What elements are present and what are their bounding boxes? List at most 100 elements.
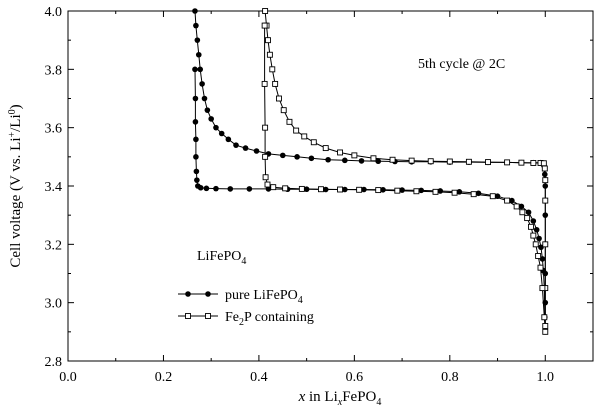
y-tick-label: 3.0	[45, 297, 63, 312]
data-point	[253, 148, 260, 154]
data-point	[519, 209, 526, 216]
data-point	[351, 152, 358, 159]
data-point	[194, 177, 200, 183]
y-tick-label: 3.4	[45, 180, 63, 195]
data-point	[532, 241, 539, 248]
data-point	[261, 80, 268, 87]
data-point	[265, 186, 272, 192]
legend-entry-fe2p: Fe2P containing	[178, 310, 314, 328]
data-point	[504, 159, 511, 166]
data-point	[530, 232, 537, 239]
data-point	[375, 187, 382, 194]
data-point	[201, 95, 208, 102]
data-point	[265, 37, 271, 44]
data-point	[308, 155, 315, 162]
data-point	[413, 188, 420, 195]
data-point	[269, 66, 276, 73]
data-point	[193, 136, 199, 143]
data-point	[199, 81, 205, 87]
legend-label-pure: pure LiFePO4	[225, 288, 303, 306]
data-point	[465, 158, 472, 165]
y-tick-label: 3.2	[45, 238, 63, 253]
data-point	[262, 124, 269, 131]
data-point	[408, 157, 415, 164]
data-point	[279, 152, 286, 159]
data-point	[446, 158, 453, 165]
data-point	[542, 177, 549, 184]
y-tick-label: 3.8	[45, 63, 63, 78]
data-point	[530, 160, 537, 166]
data-point	[203, 185, 210, 192]
data-point	[195, 51, 202, 58]
data-point	[213, 185, 219, 192]
data-point	[485, 159, 491, 166]
data-point	[193, 168, 200, 175]
data-point	[286, 118, 293, 125]
data-point	[540, 160, 547, 167]
data-point	[192, 95, 199, 102]
y-tick-label: 3.6	[45, 122, 63, 137]
data-point	[262, 153, 269, 160]
data-point	[192, 66, 198, 73]
data-point	[451, 189, 458, 196]
data-point	[542, 197, 549, 204]
data-point	[246, 186, 253, 192]
data-point	[262, 8, 269, 14]
legend-marker-open-square	[185, 313, 191, 319]
data-point	[524, 215, 531, 222]
data-point	[192, 8, 198, 14]
data-point	[318, 186, 324, 193]
x-tick-label: 0.0	[59, 370, 77, 385]
data-point	[541, 165, 548, 172]
data-point	[389, 156, 396, 163]
data-point	[541, 314, 548, 321]
data-point	[192, 119, 199, 125]
data-point	[242, 145, 249, 151]
data-point	[337, 149, 343, 156]
data-point	[280, 107, 287, 114]
data-point	[358, 158, 365, 164]
x-tick-label: 0.2	[155, 370, 173, 385]
data-point	[282, 185, 289, 192]
data-point	[218, 130, 225, 137]
data-point	[509, 197, 515, 204]
data-point	[513, 203, 520, 210]
series-line	[264, 10, 546, 332]
data-point	[225, 136, 232, 143]
data-point	[301, 133, 308, 140]
x-tick-label: 0.6	[346, 370, 364, 385]
legend: pure LiFePO4 Fe2P containing	[178, 288, 314, 328]
data-point	[266, 51, 273, 58]
x-tick-label: 0.4	[250, 370, 268, 385]
series-fe2p-containing	[261, 8, 549, 335]
data-point	[325, 156, 331, 163]
data-point	[356, 186, 363, 193]
legend-entry-pure: pure LiFePO4	[178, 288, 303, 306]
data-point	[310, 139, 317, 146]
data-point	[533, 226, 540, 233]
data-point	[542, 323, 549, 329]
data-point	[525, 209, 532, 216]
plot-frame	[67, 10, 594, 362]
y-tick-label: 2.8	[45, 355, 63, 370]
data-point	[370, 155, 377, 162]
x-ticks: 0.0 0.2 0.4 0.6 0.8 1.0	[59, 11, 594, 385]
data-point	[270, 184, 277, 191]
legend-marker-filled-circle	[185, 291, 191, 297]
data-point	[394, 187, 401, 194]
data-point	[539, 285, 546, 292]
data-point	[542, 328, 549, 335]
x-tick-label: 0.8	[441, 370, 459, 385]
data-point	[530, 218, 537, 224]
data-point	[399, 187, 405, 193]
data-point	[261, 22, 268, 29]
data-point	[504, 197, 511, 204]
data-point	[536, 235, 542, 242]
data-point	[208, 116, 214, 122]
cycle-annotation: 5th cycle @ 2C	[418, 57, 505, 72]
data-point	[294, 154, 300, 160]
data-point	[337, 186, 343, 193]
y-tick-label: 4.0	[45, 5, 63, 20]
data-point	[375, 158, 382, 165]
